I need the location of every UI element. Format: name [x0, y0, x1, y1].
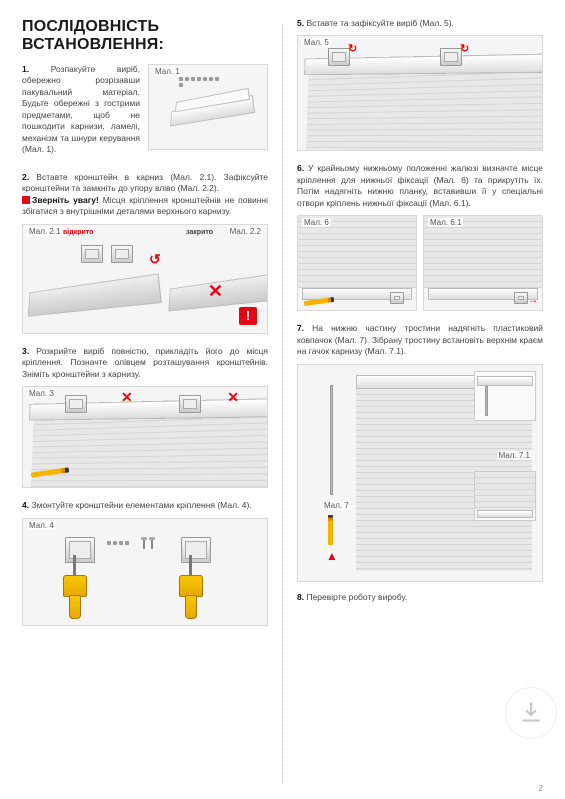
step-1-text: Розпакуйте виріб, обережно розрізавши па…	[22, 64, 140, 154]
step-4-num: 4.	[22, 500, 29, 510]
arrow-red-icon: ↺	[149, 251, 161, 268]
figure-1-label: Мал. 1	[153, 67, 182, 76]
step-7: 7. На нижню частину тростини надягніть п…	[297, 323, 543, 357]
step-8: 8. Перевірте роботу виробу.	[297, 592, 543, 603]
arrow-icon-5a: ↻	[348, 42, 357, 55]
cross-icon-3b: ✕	[227, 389, 239, 406]
step-4-text: Змонтуйте кронштейни елементами кріпленн…	[31, 500, 251, 510]
wand-icon	[330, 385, 333, 495]
drill-icon-left	[57, 569, 97, 626]
figure-4-label: Мал. 4	[27, 521, 56, 530]
cross-red-icon: ✕	[208, 281, 223, 302]
step-8-text: Перевірте роботу виробу.	[306, 592, 407, 602]
right-column: 5. Вставте та зафіксуйте виріб (Мал. 5).…	[283, 18, 543, 789]
exclaim-icon: !	[239, 307, 257, 325]
figure-61: Мал. 6.1 →	[423, 215, 543, 311]
figure-5: Мал. 5 ↻ ↻	[297, 35, 543, 151]
arrow-icon-7: ▲	[326, 549, 338, 563]
step-1: 1. Розпакуйте виріб, обережно розрізавши…	[22, 64, 140, 156]
figure-6-label: Мал. 6	[302, 218, 331, 227]
figure-6: Мал. 6	[297, 215, 417, 311]
figure-3: Мал. 3 ✕ ✕	[22, 386, 268, 488]
watermark-badge	[505, 687, 557, 739]
figure-5-label: Мал. 5	[302, 38, 331, 47]
figure-61-label: Мал. 6.1	[428, 218, 463, 227]
step-2-warn: Зверніть увагу!	[32, 195, 99, 205]
step-2: 2. Вставте кронштейн в карниз (Мал. 2.1)…	[22, 172, 268, 218]
step-2-num: 2.	[22, 172, 29, 182]
step-7-num: 7.	[297, 323, 304, 333]
step-3: 3. Розкрийте виріб повністю, прикладіть …	[22, 346, 268, 380]
step-1-num: 1.	[22, 64, 29, 74]
cross-icon-3a: ✕	[121, 389, 133, 406]
closed-label: закрито	[186, 229, 213, 236]
step-5-num: 5.	[297, 18, 304, 28]
figure-21-label: Мал. 2.1	[27, 227, 62, 236]
arrow-icon-61: →	[528, 295, 538, 306]
open-label: відкрито	[63, 229, 93, 236]
step-6: 6. У крайньому нижньому положенні жалюзі…	[297, 163, 543, 209]
warning-icon	[22, 196, 30, 204]
figure-2: Мал. 2.1 Мал. 2.2 відкрито закрито ↺ ✕ !	[22, 224, 268, 334]
wand-tip-icon	[328, 515, 333, 545]
page-title: ПОСЛІДОВНІСТЬ ВСТАНОВЛЕННЯ:	[22, 18, 268, 54]
step-6-text: У крайньому нижньому положенні жалюзі ви…	[297, 163, 543, 207]
drill-icon-right	[173, 569, 213, 626]
step-5: 5. Вставте та зафіксуйте виріб (Мал. 5).	[297, 18, 543, 29]
arrow-icon-5b: ↻	[460, 42, 469, 55]
step-5-text: Вставте та зафіксуйте виріб (Мал. 5).	[306, 18, 453, 28]
figure-1: Мал. 1	[148, 64, 268, 150]
figure-7: Мал. 7 Мал. 7.1 ▲	[297, 364, 543, 582]
step-4: 4. Змонтуйте кронштейни елементами кріпл…	[22, 500, 268, 511]
step-6-num: 6.	[297, 163, 304, 173]
figure-22-label: Мал. 2.2	[228, 227, 263, 236]
page-number: 2	[539, 784, 543, 793]
step-2-text: Вставте кронштейн в карниз (Мал. 2.1). З…	[22, 172, 268, 193]
left-column: ПОСЛІДОВНІСТЬ ВСТАНОВЛЕННЯ: 1. Розпакуйт…	[22, 18, 282, 789]
step-3-text: Розкрийте виріб повністю, прикладіть йог…	[22, 346, 268, 379]
step-7-text: На нижню частину тростини надягніть плас…	[297, 323, 543, 356]
step-3-num: 3.	[22, 346, 29, 356]
figure-3-label: Мал. 3	[27, 389, 56, 398]
figure-71-label: Мал. 7.1	[497, 451, 532, 460]
step-8-num: 8.	[297, 592, 304, 602]
figure-4: Мал. 4	[22, 518, 268, 626]
download-icon	[518, 700, 544, 726]
figure-7-label: Мал. 7	[322, 501, 351, 510]
